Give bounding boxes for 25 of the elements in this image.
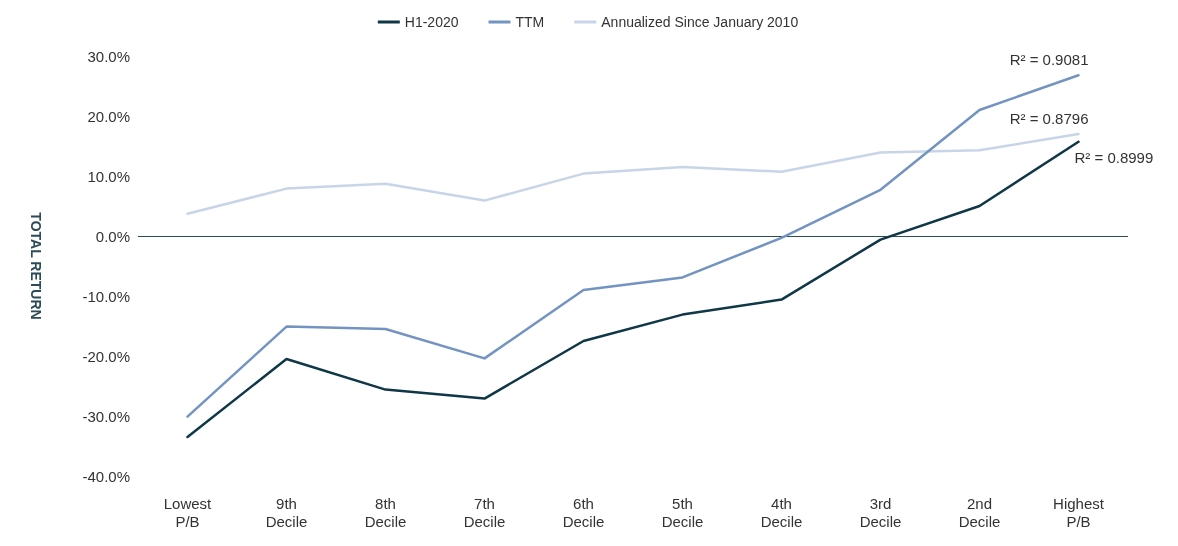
y-tick-label: -30.0% [82, 407, 130, 425]
x-tick-label: 7th Decile [463, 494, 506, 530]
y-tick-label: -10.0% [82, 287, 130, 305]
y-axis-title: TOTAL RETURN [28, 212, 44, 320]
x-tick-label: 4th Decile [760, 494, 803, 530]
x-tick-label: 3rd Decile [859, 494, 902, 530]
legend-label: TTM [515, 14, 545, 30]
legend-label: H1-2020 [404, 14, 459, 30]
x-tick-label: 9th Decile [265, 494, 308, 530]
legend-label: Annualized Since January 2010 [601, 14, 799, 30]
y-tick-label: -40.0% [82, 467, 130, 485]
y-tick-label: 30.0% [87, 47, 130, 65]
x-tick-label: 5th Decile [661, 494, 704, 530]
x-tick-label: Highest P/B [1053, 494, 1105, 530]
x-tick-label: 8th Decile [364, 494, 407, 530]
x-tick-label: 6th Decile [562, 494, 605, 530]
annotation: R² = 0.8999 [1074, 148, 1154, 166]
y-tick-label: -20.0% [82, 347, 130, 365]
y-tick-label: 10.0% [87, 167, 130, 185]
annotation: R² = 0.8796 [1009, 110, 1089, 127]
x-tick-label: 2nd Decile [958, 494, 1001, 530]
y-tick-label: 20.0% [87, 107, 130, 125]
x-tick-label: Lowest P/B [163, 494, 213, 530]
annotation: R² = 0.9081 [1009, 51, 1089, 69]
y-tick-label: 0.0% [95, 227, 130, 245]
